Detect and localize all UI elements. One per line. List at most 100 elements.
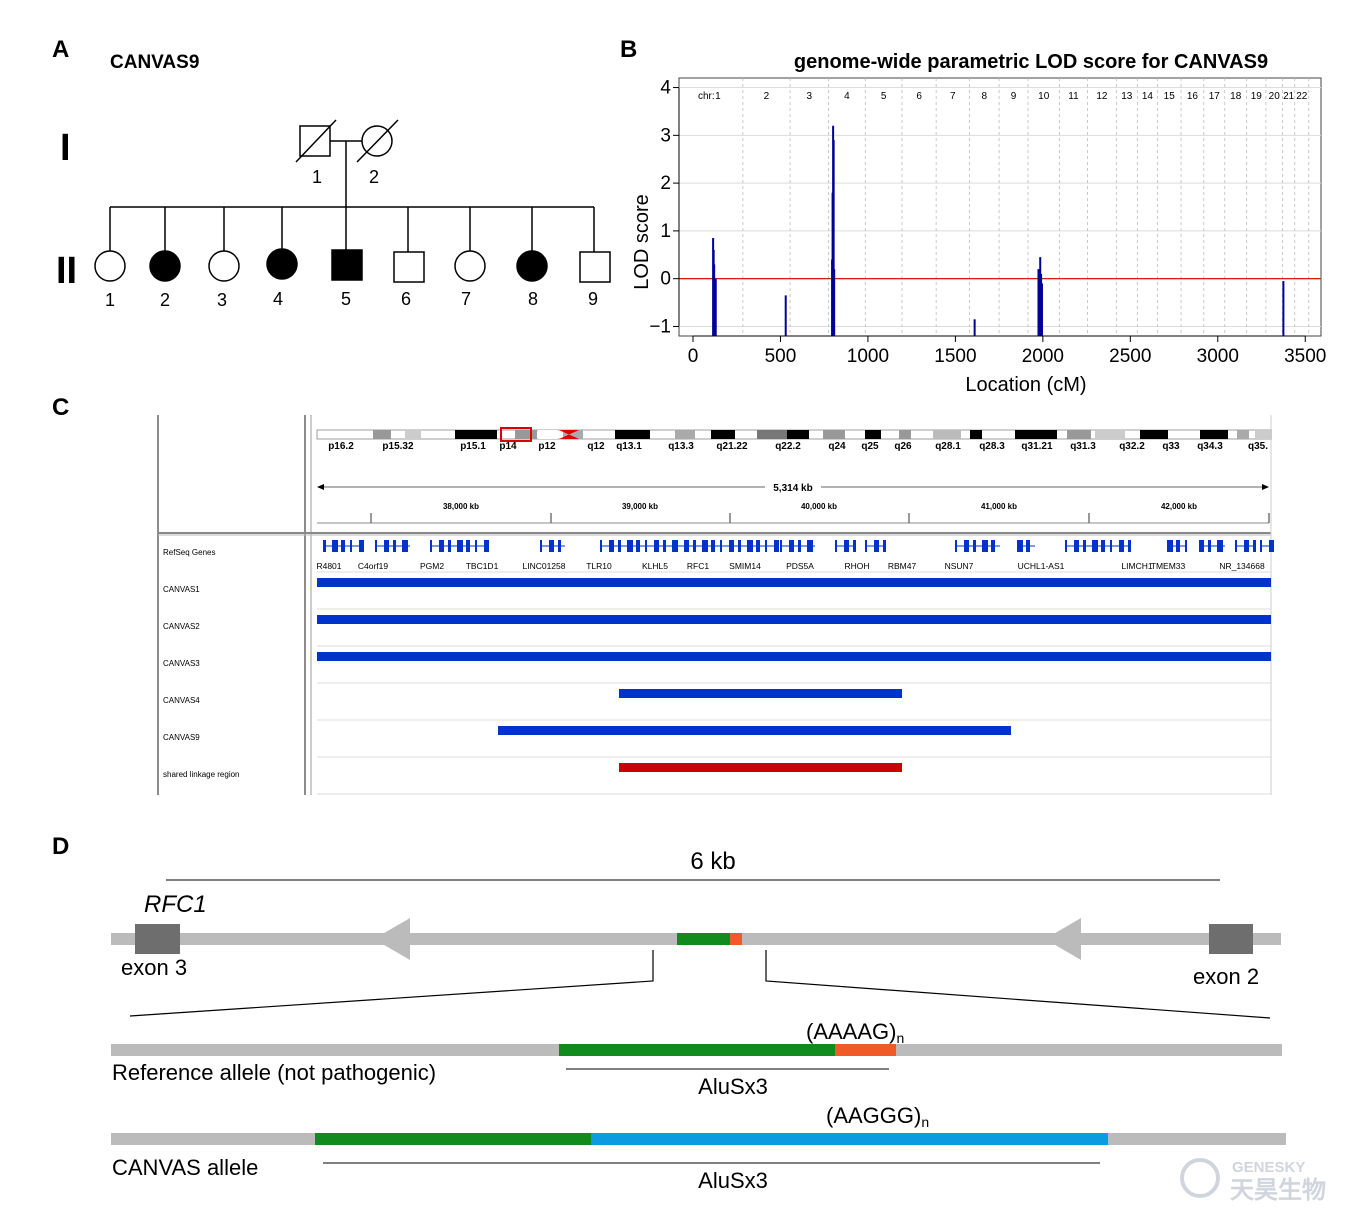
individual-ii-2 <box>149 250 181 282</box>
chromosome-label: 11 <box>1068 91 1079 102</box>
pedigree-family-name: CANVAS9 <box>110 52 199 73</box>
gene-exon <box>807 540 813 552</box>
gene-exon <box>1185 540 1187 552</box>
ruler-label: 38,000 kb <box>443 502 479 511</box>
canvas-allele-label: CANVAS allele <box>112 1155 258 1180</box>
gene-exon <box>1199 540 1204 552</box>
gene-exon <box>798 540 801 552</box>
cytoband-label: p15.1 <box>460 441 486 452</box>
gene-exon <box>1269 540 1274 552</box>
gene-label: R4801 <box>316 561 341 571</box>
x-tick-label: 1500 <box>934 346 976 367</box>
shared-linkage-bar <box>619 763 902 772</box>
gene-label: LIMCH1 <box>1121 561 1152 571</box>
gene-exon <box>765 540 767 552</box>
gene-exon <box>323 540 326 552</box>
gene-exon <box>711 540 715 552</box>
gene-exon <box>448 540 451 552</box>
cytoband-label: q25 <box>861 441 879 452</box>
gene-exon <box>1083 540 1086 552</box>
left-direction-arrow <box>374 918 410 960</box>
cytoband-label: q33 <box>1162 441 1180 452</box>
gene-exon <box>756 540 760 552</box>
gene-exon <box>430 540 432 552</box>
individual-id-i-2: 2 <box>369 167 379 187</box>
individual-ii-8 <box>516 250 548 282</box>
chromosome-label: 17 <box>1209 91 1221 102</box>
deceased-mark-i-2 <box>356 119 399 163</box>
x-tick-label: 2000 <box>1022 346 1064 367</box>
canvas-alu-label: AluSx3 <box>698 1168 768 1193</box>
individual-id-ii-4: 4 <box>273 289 283 309</box>
exon-2-label: exon 2 <box>1193 964 1259 989</box>
cytoband-label: q32.2 <box>1119 441 1145 452</box>
gene-exon <box>540 540 542 552</box>
span-label: 5,314 kb <box>773 483 812 494</box>
linkage-bar <box>317 578 1271 587</box>
cytoband-label: q28.1 <box>935 441 961 452</box>
chromosome-label: 20 <box>1269 91 1281 102</box>
x-tick-label: 2500 <box>1109 346 1151 367</box>
gene-exon <box>384 540 389 552</box>
gene-exon <box>702 540 708 552</box>
gene-exon <box>618 540 621 552</box>
centromere-marker <box>559 430 579 439</box>
linkage-tracks <box>317 578 1271 772</box>
gene-label: PDS5A <box>786 561 814 571</box>
cytoband-label: q21.22 <box>716 441 748 452</box>
gene-label: RHOH <box>844 561 869 571</box>
gene-exon <box>609 540 614 552</box>
generation-label-i: I <box>60 127 71 169</box>
gene-exon <box>1092 540 1098 552</box>
zoom-line-left <box>129 950 654 1017</box>
gene-exon <box>1026 540 1030 552</box>
individual-id-i-1: 1 <box>312 167 322 187</box>
y-tick-label: 1 <box>660 221 671 242</box>
gene-exon <box>375 540 377 552</box>
canvas-repeat-segment <box>591 1133 1108 1145</box>
individual-ii-7 <box>454 250 486 282</box>
cytoband-label: q12 <box>587 441 605 452</box>
gene-exon <box>973 540 976 552</box>
lod-score-chart: genome-wide parametric LOD score for CAN… <box>631 51 1326 396</box>
gene-exon <box>1065 540 1067 552</box>
individual-id-ii-6: 6 <box>401 289 411 309</box>
track-name: shared linkage region <box>163 770 240 779</box>
x-tick-label: 1000 <box>847 346 889 367</box>
gene-exon <box>780 540 782 552</box>
ruler-label: 42,000 kb <box>1161 502 1197 511</box>
gene-exon <box>475 540 477 552</box>
individual-ii-5 <box>331 249 363 281</box>
gene-label: PGM2 <box>420 561 444 571</box>
gene-exon <box>1235 540 1237 552</box>
gene-exon <box>1253 540 1256 552</box>
zoom-line-right <box>765 950 1271 1019</box>
track-name: CANVAS3 <box>163 659 200 668</box>
watermark-text-cn: 天昊生物 <box>1230 1177 1326 1204</box>
gene-exon <box>341 540 345 552</box>
cytoband-label: q31.21 <box>1021 441 1053 452</box>
reference-alu-label: AluSx3 <box>698 1074 768 1099</box>
track-name: CANVAS1 <box>163 585 200 594</box>
panel-label-b: B <box>620 36 638 63</box>
gene-label: C4orf19 <box>358 561 389 571</box>
cytoband-label: p12 <box>538 441 556 452</box>
ruler-label: 41,000 kb <box>981 502 1017 511</box>
individual-id-ii-9: 9 <box>588 289 598 309</box>
canvas-repeat-label: (AAGGG)n <box>826 1103 929 1130</box>
gene-exon <box>654 540 659 552</box>
gene-label: TBC1D1 <box>466 561 499 571</box>
panel-label-d: D <box>52 833 70 860</box>
chromosome-label: 14 <box>1142 91 1154 102</box>
cytoband-label: p16.2 <box>328 441 354 452</box>
individual-id-ii-3: 3 <box>217 290 227 310</box>
ref-repeat-label: (AAAAG)n <box>806 1019 904 1046</box>
cytoband-label: p14 <box>499 441 517 452</box>
gene-exon <box>964 540 969 552</box>
kb-ruler: 38,000 kb 39,000 kb 40,000 kb 41,000 kb 42,0… <box>370 502 1270 523</box>
chromosome-label: 9 <box>1011 91 1017 102</box>
chromosome-label: 16 <box>1187 91 1199 102</box>
gene-exon <box>1119 540 1124 552</box>
gene-label: SMIM14 <box>729 561 761 571</box>
watermark-icon <box>1180 1158 1220 1198</box>
